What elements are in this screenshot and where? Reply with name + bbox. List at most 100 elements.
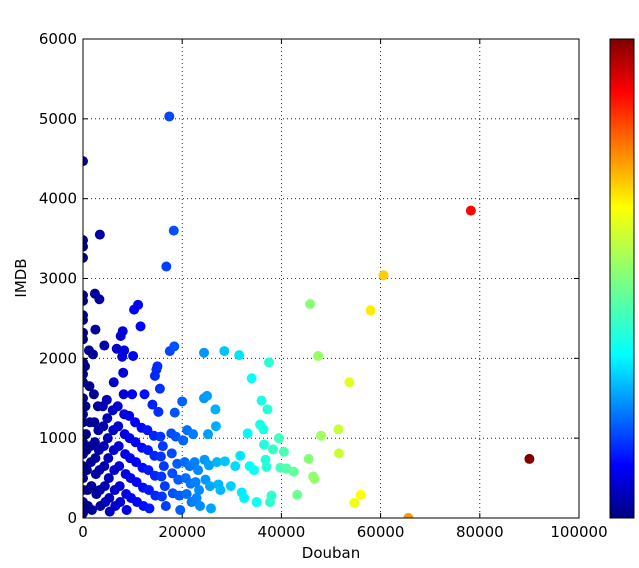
data-points	[83, 111, 535, 518]
scatter-point	[99, 340, 110, 351]
axis-ticks: 0 20000 40000 60000 80000 100000 0 1000 2000 3000…	[39, 30, 608, 541]
y-tick-label: 5000	[39, 110, 77, 128]
scatter-point	[195, 501, 206, 512]
scatter-point	[249, 465, 260, 476]
scatter-point	[266, 490, 277, 501]
scatter-point	[124, 410, 135, 421]
scatter-point	[114, 481, 125, 492]
scatter-point	[205, 503, 216, 514]
scatter-point	[355, 489, 366, 500]
scatter-point	[403, 513, 414, 518]
scatter-point	[111, 343, 122, 354]
scatter-point	[83, 401, 91, 412]
scatter-point	[86, 505, 97, 516]
scatter-point	[215, 485, 226, 496]
scatter-point	[83, 241, 88, 252]
scatter-point	[177, 396, 188, 407]
scatter-point	[153, 406, 164, 417]
scatter-point	[83, 409, 88, 420]
scatter-point	[173, 474, 184, 485]
scatter-point	[349, 497, 360, 508]
scatter-point	[230, 461, 241, 472]
scatter-point	[288, 466, 299, 477]
scatter-point	[147, 399, 158, 410]
scatter-point	[83, 156, 88, 167]
y-axis-label: IMDB	[12, 258, 30, 297]
scatter-point	[261, 461, 272, 472]
scatter-point	[127, 389, 138, 400]
scatter-point	[83, 295, 88, 306]
scatter-point	[115, 497, 126, 508]
scatter-point	[90, 453, 101, 464]
scatter-point	[178, 435, 189, 446]
scatter-point	[157, 441, 168, 452]
scatter-point	[156, 491, 167, 502]
scatter-point	[133, 299, 144, 310]
scatter-point	[465, 205, 476, 216]
scatter-point	[102, 433, 113, 444]
scatter-point	[131, 477, 142, 488]
scatter-point	[90, 324, 101, 335]
scatter-point	[103, 473, 114, 484]
scatter-point	[108, 377, 119, 388]
scatter-point	[118, 367, 129, 378]
x-tick-label: 100000	[550, 523, 607, 541]
scatter-point	[333, 448, 344, 459]
scatter-point	[188, 429, 199, 440]
scatter-point	[239, 493, 250, 504]
scatter-point	[86, 481, 97, 492]
scatter-point	[191, 493, 202, 504]
scatter-point	[143, 485, 154, 496]
scatter-point	[267, 444, 278, 455]
scatter-point	[83, 361, 90, 372]
scatter-point	[169, 407, 180, 418]
scatter-point	[202, 390, 212, 401]
scatter-point	[174, 490, 185, 501]
scatter-point	[194, 485, 205, 496]
scatter-point	[89, 417, 100, 428]
scatter-point	[113, 421, 124, 432]
y-tick-label: 0	[67, 509, 77, 527]
scatter-point	[161, 261, 172, 272]
y-tick-label: 1000	[39, 429, 77, 447]
scatter-point	[113, 441, 124, 452]
y-tick-label: 4000	[39, 190, 77, 208]
scatter-point	[142, 425, 153, 436]
scatter-point	[154, 383, 165, 394]
scatter-point	[242, 428, 253, 439]
scatter-point	[305, 299, 316, 310]
scatter-point	[164, 111, 175, 122]
scatter-point	[155, 451, 166, 462]
scatter-point	[99, 461, 110, 472]
scatter-point	[365, 305, 376, 316]
scatter-point	[114, 461, 125, 472]
scatter-point	[103, 453, 114, 464]
scatter-point	[210, 404, 221, 415]
scatter-point	[98, 441, 109, 452]
scatter-point	[130, 437, 141, 448]
scatter-point	[83, 369, 88, 380]
grid-lines	[83, 39, 579, 518]
scatter-point	[219, 346, 230, 357]
scatter-point	[169, 341, 180, 352]
scatter-point	[167, 468, 178, 479]
scatter-point	[104, 493, 115, 504]
scatter-point	[199, 347, 210, 358]
scatter-point	[83, 393, 88, 404]
scatter-point	[131, 457, 142, 468]
scatter-point	[344, 377, 355, 388]
scatter-point	[89, 437, 100, 448]
scatter-point	[309, 473, 320, 484]
scatter-point	[118, 389, 129, 400]
scatter-point	[99, 481, 110, 492]
scatter-point	[94, 229, 105, 240]
x-tick-label: 40000	[258, 523, 306, 541]
scatter-point	[219, 456, 230, 467]
scatter-point	[83, 315, 88, 326]
scatter-point	[144, 503, 155, 514]
scatter-point	[211, 457, 222, 468]
scatter-point	[98, 421, 109, 432]
scatter-point	[130, 417, 141, 428]
scatter-point	[142, 445, 153, 456]
